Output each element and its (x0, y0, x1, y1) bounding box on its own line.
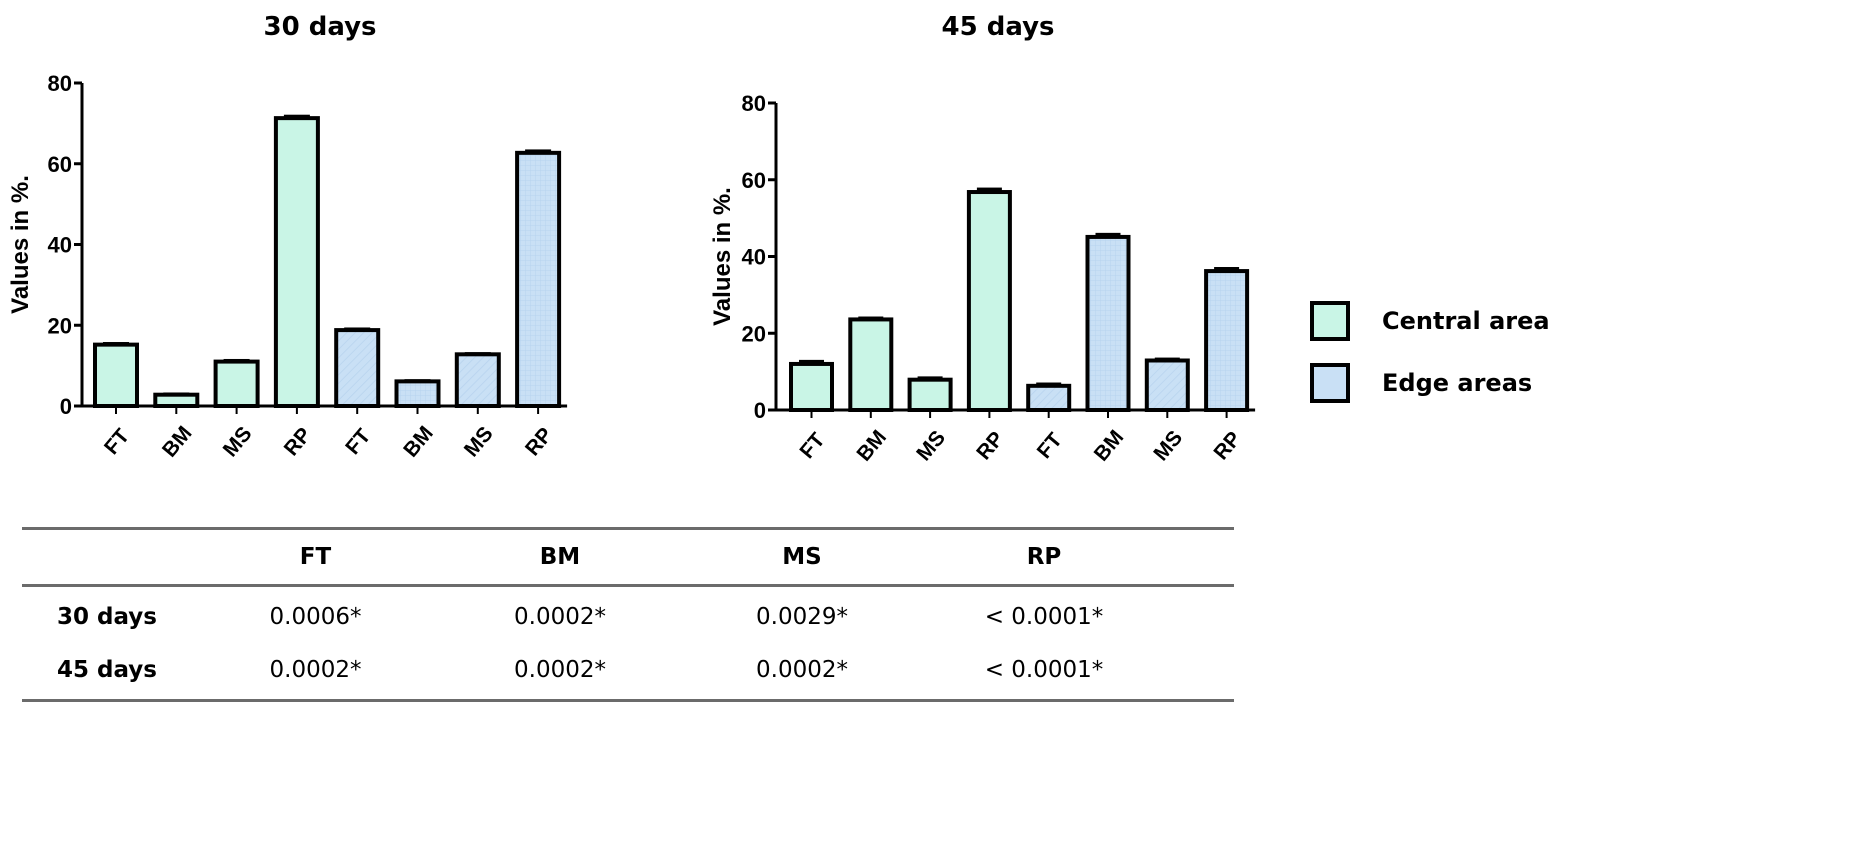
error-bar (917, 376, 943, 381)
bar (1085, 234, 1131, 412)
error-bar (1154, 357, 1180, 362)
y-tick-label: 0 (754, 398, 766, 423)
x-tick-label: FT (795, 428, 829, 463)
legend-item-central-area: Central area (1310, 290, 1550, 352)
bar (1204, 269, 1250, 412)
table-row: 45 days 0.0002* 0.0002* 0.0002* < 0.0001… (22, 643, 1234, 696)
p-value-table: FT BM MS RP 30 days 0.0006* 0.0002* 0.00… (22, 527, 1234, 702)
y-tick-label: 60 (48, 152, 72, 177)
table-header-cell: BM (539, 544, 581, 570)
table-top-rule (22, 527, 1234, 530)
error-bar (1095, 232, 1121, 238)
table-bottom-rule (22, 699, 1234, 702)
y-tick-label: 60 (742, 168, 766, 193)
error-bar (858, 316, 884, 321)
table-cell: 0.0002* (756, 656, 848, 683)
table-cell: 0.0002* (514, 656, 606, 683)
error-bar (976, 187, 1002, 194)
table-header-cell: FT (299, 544, 332, 570)
table-cell: 0.0002* (514, 603, 606, 630)
y-tick-label: 80 (742, 91, 766, 116)
table-row: 30 days 0.0006* 0.0002* 0.0029* < 0.0001… (22, 590, 1234, 643)
legend-item-edge-areas: Edge areas (1310, 352, 1550, 414)
x-tick-label: BM (853, 426, 892, 466)
bar-chart-45-days: 0 20 40 60 80 Values in %. FT BM MS RP FT BM MS RP (709, 91, 1256, 466)
x-tick-label: MS (1149, 426, 1187, 465)
table-header-row: FT BM MS RP (22, 530, 1234, 584)
bar (213, 359, 260, 408)
error-bar (163, 392, 190, 396)
y-tick-label: 80 (48, 71, 72, 96)
chart-title-30-days: 30 days (263, 12, 377, 42)
bar (789, 361, 834, 413)
y-tick-label: 40 (742, 245, 766, 270)
table-header-cell: MS (782, 544, 822, 570)
y-tick-label: 0 (60, 394, 72, 419)
x-tick-label: RP (1209, 427, 1245, 464)
error-bar (283, 114, 310, 120)
table-row-label: 45 days (57, 656, 157, 683)
table-cell: < 0.0001* (984, 656, 1104, 683)
legend-label: Edge areas (1382, 369, 1533, 397)
bar (966, 190, 1012, 412)
x-tick-label: FT (1033, 428, 1067, 463)
error-bar (103, 342, 129, 346)
y-tick-label: 20 (742, 321, 766, 346)
legend: Central area Edge areas (1310, 290, 1550, 414)
error-bar (223, 358, 250, 363)
x-tick-label: MS (912, 426, 950, 465)
y-axis-label: Values in %. (709, 187, 736, 326)
error-bar (344, 327, 371, 332)
error-bar (404, 379, 431, 383)
table-header-cell: RP (1026, 544, 1062, 570)
table-cell: 0.0006* (269, 603, 362, 630)
chart-title-45-days: 45 days (941, 12, 1055, 42)
y-tick-label: 40 (48, 233, 72, 258)
x-tick-label: RP (972, 427, 1008, 464)
x-tick-label: BM (1090, 426, 1129, 466)
legend-swatch-central-area (1310, 301, 1350, 341)
table-cell: 0.0029* (756, 603, 848, 630)
bar (1144, 358, 1190, 412)
error-bar (799, 359, 824, 365)
y-axis-label: Values in %. (7, 175, 34, 314)
y-tick-label: 20 (48, 313, 72, 338)
error-bar (1214, 267, 1240, 273)
error-bar (464, 352, 491, 356)
error-bar (1036, 382, 1062, 387)
table-header-rule (22, 584, 1234, 587)
error-bar (525, 149, 552, 154)
table-cell: < 0.0001* (984, 603, 1104, 630)
legend-label: Central area (1382, 307, 1550, 335)
bar (1026, 383, 1072, 413)
table-cell: 0.0002* (269, 656, 362, 683)
bar (848, 317, 894, 412)
table-row-label: 30 days (57, 603, 157, 630)
bar (907, 377, 953, 412)
legend-swatch-edge-areas (1310, 363, 1350, 403)
